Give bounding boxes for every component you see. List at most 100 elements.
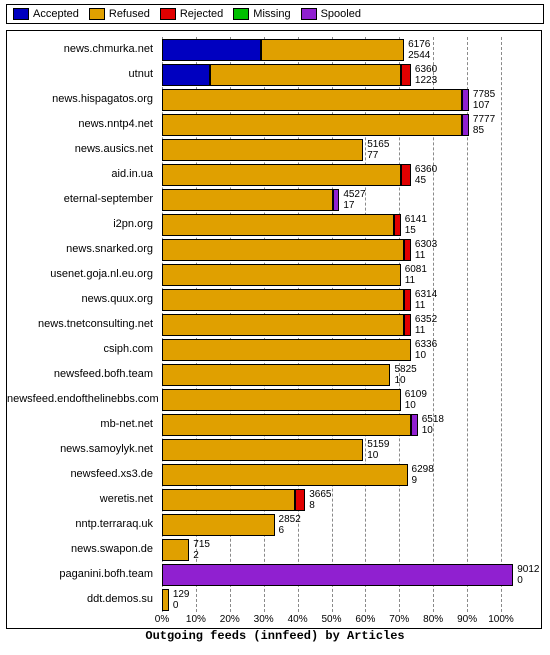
value-bottom: 11 xyxy=(415,300,425,311)
bar: 516577 xyxy=(162,139,501,161)
bar-segment-spooled xyxy=(411,414,418,436)
legend-label: Refused xyxy=(109,8,150,20)
value-top: 2852 xyxy=(279,514,301,525)
value-top: 6360 xyxy=(415,64,437,75)
value-top: 6298 xyxy=(412,464,434,475)
value-bottom: 1223 xyxy=(415,75,437,86)
value-top: 6314 xyxy=(415,289,437,300)
table-row: newsfeed.bofh.team582510 xyxy=(7,362,501,387)
x-tick-label: 50% xyxy=(321,614,341,625)
bar-segment-refused xyxy=(162,439,363,461)
value-top: 4527 xyxy=(343,189,365,200)
value-bottom: 10 xyxy=(405,400,416,411)
value-bottom: 11 xyxy=(415,250,425,261)
value-bottom: 9 xyxy=(412,475,418,486)
bar-segment-accepted xyxy=(162,39,261,61)
value-bottom: 2544 xyxy=(408,50,430,61)
bar-segment-spooled xyxy=(462,114,469,136)
value-top: 5825 xyxy=(394,364,416,375)
row-label: news.nntp4.net xyxy=(7,112,157,137)
value-bottom: 10 xyxy=(394,375,405,386)
bar: 610910 xyxy=(162,389,501,411)
row-label: news.samoylyk.net xyxy=(7,437,157,462)
row-label: usenet.goja.nl.eu.org xyxy=(7,262,157,287)
bar-segment-refused xyxy=(162,264,401,286)
value-bottom: 6 xyxy=(279,525,285,536)
table-row: news.samoylyk.net 515910 xyxy=(7,437,501,462)
table-row: mb-net.net651810 xyxy=(7,412,501,437)
legend-label: Accepted xyxy=(33,8,79,20)
table-row: news.nntp4.net777785 xyxy=(7,112,501,137)
legend-item-refused: Refused xyxy=(89,8,150,20)
value-bottom: 2 xyxy=(193,550,199,561)
row-label: csiph.com xyxy=(7,337,157,362)
table-row: nntp.terraraq.uk28526 xyxy=(7,512,501,537)
bar: 633610 xyxy=(162,339,501,361)
bar-segment-refused xyxy=(162,289,404,311)
bar: 7785107 xyxy=(162,89,501,111)
legend: Accepted Refused Rejected Missing Spooled xyxy=(6,4,544,24)
table-row: usenet.goja.nl.eu.org608111 xyxy=(7,262,501,287)
bar-segment-refused xyxy=(210,64,401,86)
bar-segment-spooled xyxy=(462,89,469,111)
row-label: ddt.demos.su xyxy=(7,587,157,612)
value-top: 6336 xyxy=(415,339,437,350)
value-top: 6518 xyxy=(422,414,444,425)
gridline xyxy=(501,37,502,612)
bar-segment-refused xyxy=(162,139,363,161)
bar-segment-refused xyxy=(162,464,408,486)
row-label: news.ausics.net xyxy=(7,137,157,162)
bar: 90120 xyxy=(162,564,501,586)
bar-segment-refused xyxy=(162,539,189,561)
value-top: 6303 xyxy=(415,239,437,250)
value-top: 9012 xyxy=(517,564,539,575)
value-top: 6176 xyxy=(408,39,430,50)
bar: 28526 xyxy=(162,514,501,536)
value-top: 3665 xyxy=(309,489,331,500)
table-row: csiph.com633610 xyxy=(7,337,501,362)
value-top: 7785 xyxy=(473,89,495,100)
value-top: 6109 xyxy=(405,389,427,400)
value-top: 129 xyxy=(173,589,190,600)
legend-label: Missing xyxy=(253,8,290,20)
value-bottom: 15 xyxy=(405,225,416,236)
value-bottom: 10 xyxy=(367,450,378,461)
bar: 36658 xyxy=(162,489,501,511)
value-top: 5159 xyxy=(367,439,389,450)
bar: 63601223 xyxy=(162,64,501,86)
legend-item-rejected: Rejected xyxy=(160,8,223,20)
bar-segment-rejected xyxy=(404,289,411,311)
table-row: news.hispagatos.org7785107 xyxy=(7,87,501,112)
bar: 582510 xyxy=(162,364,501,386)
refused-swatch-icon xyxy=(89,8,105,20)
bar: 608111 xyxy=(162,264,501,286)
bar: 636045 xyxy=(162,164,501,186)
value-bottom: 0 xyxy=(173,600,179,611)
value-top: 6360 xyxy=(415,164,437,175)
row-label: eternal-september xyxy=(7,187,157,212)
table-row: news.ausics.net516577 xyxy=(7,137,501,162)
bar: 777785 xyxy=(162,114,501,136)
x-tick-label: 30% xyxy=(254,614,274,625)
bar: 1290 xyxy=(162,589,501,611)
x-tick-label: 70% xyxy=(389,614,409,625)
row-label: weretis.net xyxy=(7,487,157,512)
bar-segment-refused xyxy=(261,39,404,61)
x-axis: 0%10%20%30%40%50%60%70%80%90%100% xyxy=(162,614,501,628)
bar-segment-rejected xyxy=(295,489,305,511)
value-top: 6352 xyxy=(415,314,437,325)
bar: 7152 xyxy=(162,539,501,561)
row-label: paganini.bofh.team xyxy=(7,562,157,587)
legend-label: Spooled xyxy=(321,8,361,20)
bar: 651810 xyxy=(162,414,501,436)
bar-segment-spooled xyxy=(333,189,340,211)
row-label: news.hispagatos.org xyxy=(7,87,157,112)
bar-segment-refused xyxy=(162,339,411,361)
table-row: weretis.net36658 xyxy=(7,487,501,512)
bar: 62989 xyxy=(162,464,501,486)
bar: 635211 xyxy=(162,314,501,336)
bar-segment-refused xyxy=(162,514,275,536)
table-row: i2pn.org614115 xyxy=(7,212,501,237)
x-tick-label: 60% xyxy=(355,614,375,625)
value-top: 715 xyxy=(193,539,210,550)
